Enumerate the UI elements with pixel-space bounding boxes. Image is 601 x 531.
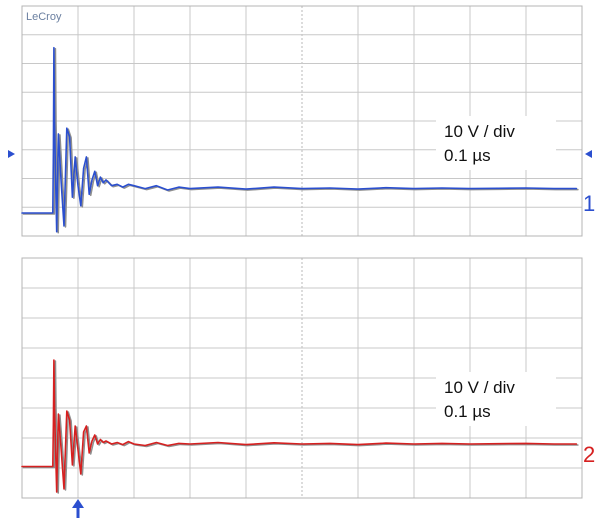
- channel-2-time-per-div: 0.1 µs: [444, 402, 491, 421]
- channel-1-frame: [21, 5, 583, 237]
- trigger-marker-icon: [72, 499, 84, 518]
- channel-1-offset-marker-left-icon: [8, 150, 15, 158]
- channel-1-offset-marker-right-icon: [585, 150, 592, 158]
- channel-1-trace: [21, 46, 578, 233]
- channel-1-panel: LeCroy 10 V / div 0.1 µs 1: [8, 5, 595, 237]
- channel-1-time-per-div: 0.1 µs: [444, 146, 491, 165]
- channel-1-label: 1: [583, 191, 595, 216]
- channel-1-volts-per-div: 10 V / div: [444, 122, 515, 141]
- channel-2-panel: 10 V / div 0.1 µs 2: [21, 257, 595, 518]
- channel-2-scale-box: [436, 372, 556, 426]
- channel-2-volts-per-div: 10 V / div: [444, 378, 515, 397]
- channel-1-scale-box: [436, 116, 556, 170]
- scope-logo: LeCroy: [26, 11, 62, 23]
- channel-2-frame: [21, 257, 583, 499]
- channel-2-trace: [21, 359, 578, 493]
- channel-2-label: 2: [583, 442, 595, 467]
